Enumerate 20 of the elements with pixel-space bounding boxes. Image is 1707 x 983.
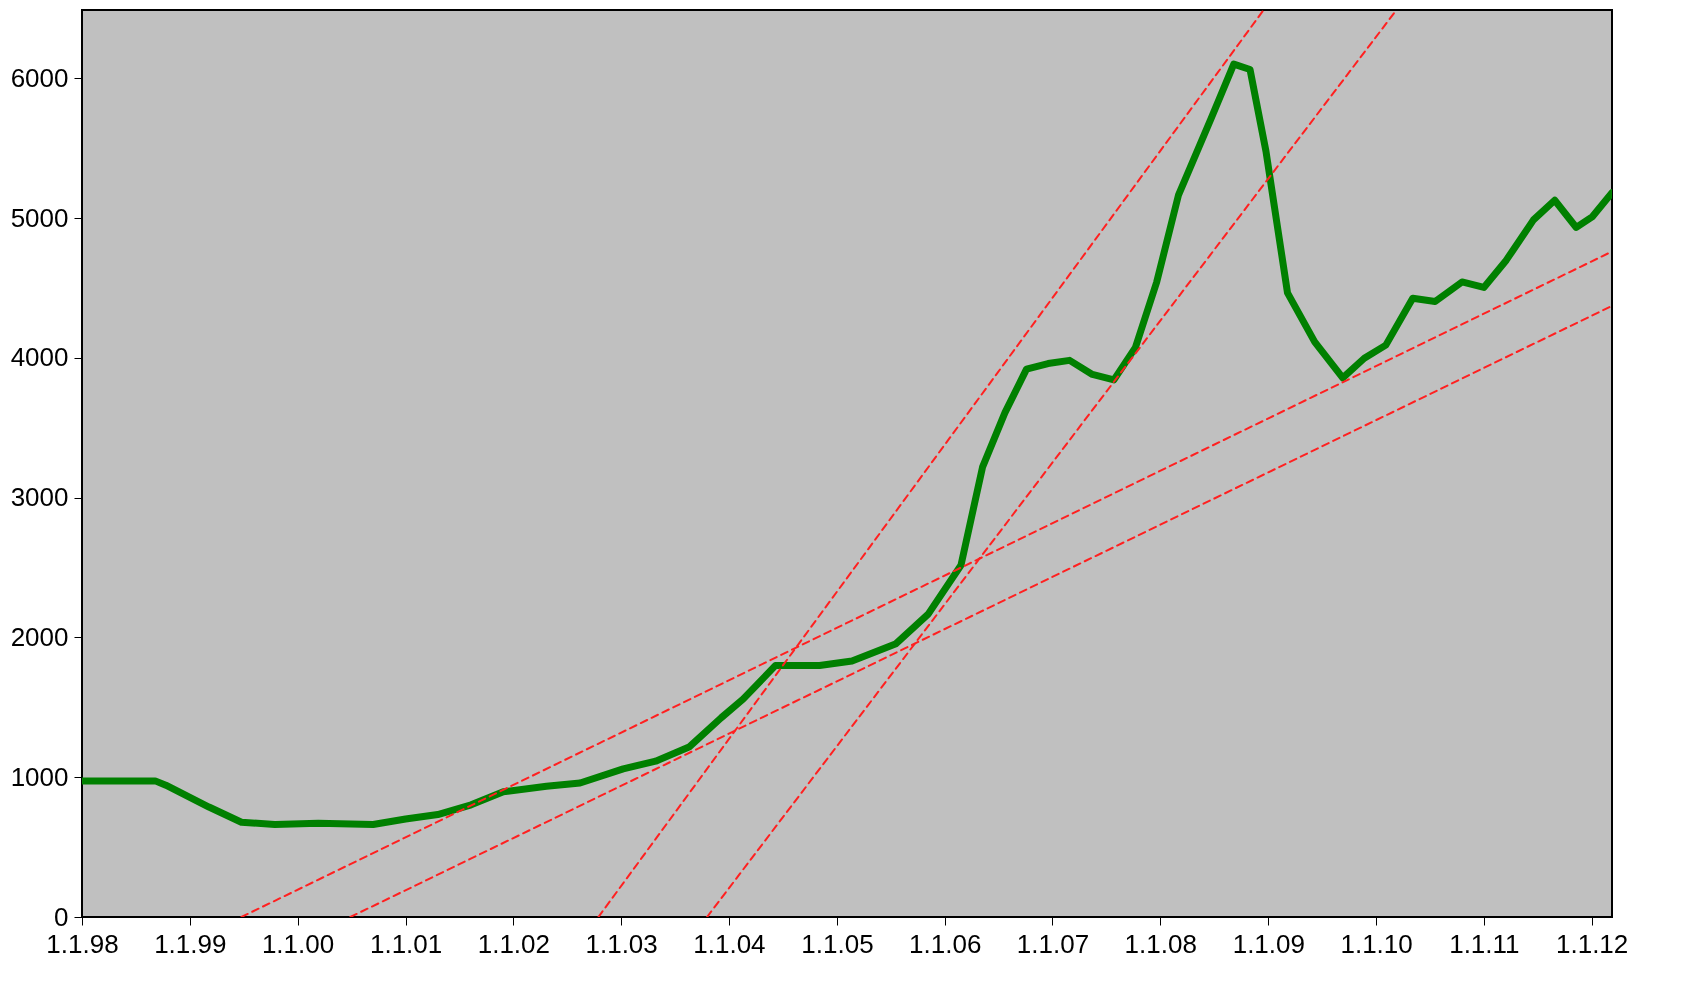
y-tick-label: 5000 bbox=[10, 202, 69, 233]
x-tick-label: 1.1.04 bbox=[693, 928, 766, 959]
x-tick-label: 1.1.09 bbox=[1232, 928, 1305, 959]
x-tick-label: 1.1.11 bbox=[1449, 928, 1520, 959]
x-tick-label: 1.1.12 bbox=[1555, 928, 1629, 959]
y-tick-label: 1000 bbox=[10, 761, 69, 792]
y-tick-label: 6000 bbox=[10, 62, 69, 93]
y-tick-label: 2000 bbox=[10, 621, 69, 652]
x-tick-label: 1.1.10 bbox=[1340, 928, 1413, 959]
x-tick-label: 1.1.06 bbox=[909, 928, 982, 959]
x-tick-label: 1.1.01 bbox=[369, 928, 443, 959]
x-tick-label: 1.1.03 bbox=[585, 928, 658, 959]
y-tick-label: 3000 bbox=[10, 482, 69, 513]
x-tick-label: 1.1.99 bbox=[154, 928, 227, 959]
x-tick-label: 1.1.02 bbox=[477, 928, 551, 959]
x-tick-label: 1.1.08 bbox=[1124, 928, 1197, 959]
x-tick-label: 1.1.00 bbox=[261, 928, 335, 959]
y-tick-label: 4000 bbox=[10, 342, 69, 373]
x-tick-label: 1.1.07 bbox=[1016, 928, 1090, 959]
x-tick-label: 1.1.05 bbox=[801, 928, 874, 959]
